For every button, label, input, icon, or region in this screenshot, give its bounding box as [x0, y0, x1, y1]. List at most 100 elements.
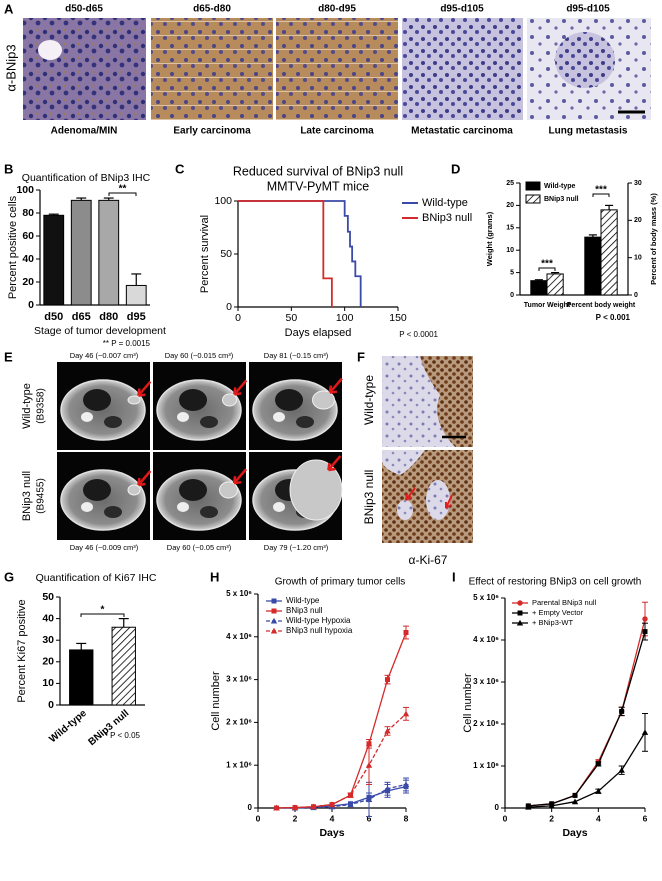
x-axis-label: Days [319, 827, 344, 839]
mri-organ [179, 479, 207, 501]
y-tick-label: 5 [510, 269, 514, 276]
panel-label: D [451, 161, 460, 176]
legend-label: BNip3 null [286, 606, 323, 615]
arrow [137, 470, 152, 487]
ihc-image [151, 18, 273, 120]
image-caption: Metastatic carcinoma [411, 126, 513, 137]
x-tick-label: 0 [256, 813, 261, 823]
significance-label: *** [595, 185, 607, 196]
chart-title: Quantification of BNip3 IHC [22, 172, 151, 184]
x-tick-label: 4 [330, 813, 335, 823]
marker [402, 781, 410, 787]
mri-body [60, 379, 146, 441]
stain-label: α-BNip3 [3, 44, 18, 91]
marker [619, 708, 625, 714]
significance-label: ** [119, 184, 127, 195]
mri-image [249, 362, 343, 450]
panel-label: E [4, 349, 13, 364]
x-tick-label: Wild-type [47, 708, 89, 746]
row-label: (B9358) [36, 388, 47, 424]
stroma [382, 450, 425, 475]
bar [43, 214, 65, 306]
y-tick-label: 0 [226, 301, 232, 313]
y-tick-label: 40 [22, 253, 34, 265]
marker [347, 791, 354, 798]
mri-organ [273, 412, 285, 422]
legend-label: Wild-type [422, 197, 468, 209]
legend-swatch [525, 181, 541, 191]
marker [366, 741, 372, 747]
legend-label: BNip3 null hypoxia [286, 626, 353, 635]
y2-tick-label: 20 [634, 217, 642, 224]
bar [111, 626, 136, 706]
marker [595, 788, 602, 794]
legend-label: + Empty Vector [532, 608, 584, 617]
marker [571, 798, 579, 805]
y-tick-label: 40 [42, 612, 54, 624]
marker [517, 600, 523, 606]
y-tick-label: 100 [214, 195, 232, 207]
tumor [127, 484, 141, 496]
bar [546, 273, 564, 296]
row-label: Wild-type [21, 383, 33, 429]
arrow [137, 380, 152, 397]
mri-organ [200, 506, 218, 518]
legend-swatch [525, 194, 541, 204]
marker [310, 803, 317, 810]
row-label: BNip3 null [21, 471, 33, 521]
legend-label: + BNip3-WT [532, 618, 573, 627]
y2-tick-label: 0 [634, 292, 638, 299]
y-axis-label: Weight (grams) [485, 211, 494, 266]
mri-caption: Day 46 (~0.009 cm³) [70, 543, 139, 552]
panel-label: I [452, 569, 456, 584]
x-tick-label: BNip3 null [86, 708, 131, 748]
marker [291, 804, 299, 811]
y-tick-label: 80 [22, 207, 34, 219]
significance-bracket [538, 267, 556, 271]
y-tick-label: 1 x 10⁶ [226, 760, 252, 769]
mri-organ [275, 389, 303, 411]
mri-organ [83, 479, 111, 501]
mri-body [156, 379, 242, 441]
x-tick-label: 0 [235, 312, 241, 324]
stage-label: d80-d95 [318, 4, 356, 15]
stroma [426, 480, 450, 520]
legend-label: BNip3 null [422, 212, 472, 224]
stage-label: d95-d105 [440, 4, 484, 15]
marker [270, 627, 278, 634]
x-tick-label: d65 [72, 311, 91, 323]
tumor [127, 395, 141, 405]
marker [384, 785, 391, 792]
y-tick-label: 100 [16, 184, 34, 196]
series-line [528, 631, 646, 807]
mri-organ [273, 502, 285, 512]
y-tick-label: 5 x 10⁶ [226, 589, 252, 598]
y-tick-label: 5 x 10⁶ [473, 593, 499, 602]
mri-organ [83, 389, 111, 411]
mri-organ [81, 412, 93, 422]
panel-label: F [357, 349, 365, 364]
legend-label: Wild-type [544, 183, 576, 190]
mri-body [60, 469, 146, 531]
y-tick-label: 50 [42, 591, 54, 603]
chart-title: Quantification of Ki67 IHC [36, 572, 157, 584]
y-tick-label: 0 [28, 299, 34, 311]
series-line [528, 732, 646, 808]
marker [516, 619, 524, 626]
y-tick-label: 20 [42, 656, 54, 668]
mri-organ [104, 506, 122, 518]
marker [270, 617, 278, 624]
mri-organ [177, 502, 189, 512]
y-tick-label: 4 x 10⁶ [473, 635, 499, 644]
y-axis-label: Percent positive cells [7, 195, 19, 299]
mri-organ [179, 389, 207, 411]
y-axis-label: Percent survival [199, 215, 211, 293]
y-tick-label: 20 [22, 276, 34, 288]
chart-title: Reduced survival of BNip3 null [233, 164, 403, 178]
x-tick-label: 50 [285, 312, 297, 324]
tumor [219, 481, 238, 499]
note: ** P = 0.0015 [103, 339, 151, 348]
x-axis-label: Stage of tumor development [34, 325, 166, 337]
ihc-image [23, 18, 146, 120]
